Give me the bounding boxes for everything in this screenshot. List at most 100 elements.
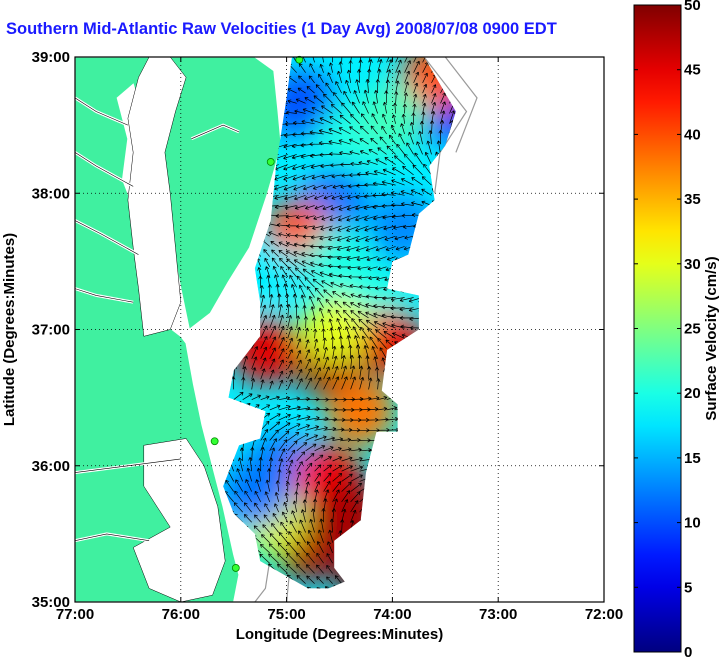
velocity-arrow-104 <box>260 543 270 554</box>
velocity-arrow-331 <box>287 449 296 462</box>
velocity-arrow-816 <box>367 266 378 271</box>
velocity-arrow-1013 <box>340 184 351 189</box>
velocity-arrow-556 <box>287 360 293 370</box>
velocity-arrow-1287 <box>338 61 343 73</box>
velocity-arrow-908 <box>295 224 306 229</box>
y-axis-label: Latitude (Degrees:Minutes) <box>1 233 18 426</box>
velocity-arrow-251 <box>235 479 244 492</box>
velocity-arrow-384 <box>314 435 327 441</box>
velocity-arrow-254 <box>265 479 271 492</box>
velocity-arrow-661 <box>328 318 333 329</box>
velocity-arrow-81 <box>277 553 288 564</box>
velocity-arrow-911 <box>320 225 333 231</box>
velocity-arrow-1144 <box>400 123 405 135</box>
velocity-arrow-178 <box>254 514 261 523</box>
velocity-arrow-84 <box>306 552 315 564</box>
heat-sample-21 <box>300 295 369 364</box>
velocity-arrow-1142 <box>381 125 387 135</box>
velocity-arrow-383 <box>305 434 318 441</box>
velocity-arrow-429 <box>269 413 281 421</box>
velocity-arrow-36 <box>326 576 333 584</box>
velocity-arrow-986 <box>323 194 333 200</box>
velocity-arrow-1284 <box>309 63 315 73</box>
velocity-arrow-639 <box>352 326 360 339</box>
velocity-arrow-1294 <box>404 60 411 73</box>
velocity-arrow-1084 <box>300 154 315 159</box>
velocity-arrow-910 <box>312 225 324 231</box>
velocity-arrow-1169 <box>401 113 406 124</box>
velocity-arrow-282 <box>296 471 302 482</box>
velocity-arrow-534 <box>314 367 321 380</box>
velocity-arrow-961 <box>322 205 333 211</box>
velocity-arrow-255 <box>275 480 280 492</box>
velocity-arrow-1068 <box>384 157 396 165</box>
colorbar-tick-label-2: 10 <box>684 515 701 532</box>
velocity-arrow-404 <box>269 421 281 431</box>
velocity-arrow-456 <box>287 405 301 411</box>
velocity-arrow-784 <box>302 268 315 278</box>
velocity-arrow-1184 <box>302 108 315 114</box>
velocity-arrow-1293 <box>395 59 402 73</box>
velocity-arrow-1186 <box>321 105 333 114</box>
velocity-arrow-307 <box>296 461 303 472</box>
velocity-arrow-183 <box>300 509 306 523</box>
velocity-arrow-617 <box>377 337 387 349</box>
river-edge-3 <box>75 97 129 126</box>
velocity-arrow-262 <box>341 481 352 492</box>
velocity-arrow-1089 <box>349 150 360 155</box>
velocity-arrow-855 <box>270 240 279 247</box>
velocity-arrow-1292 <box>386 59 393 73</box>
velocity-arrow-710 <box>317 297 324 308</box>
velocity-arrow-1038 <box>341 173 351 178</box>
velocity-arrow-580 <box>278 348 285 359</box>
velocity-arrow-964 <box>346 205 360 211</box>
x-tick-label-3: 74:00 <box>373 606 411 623</box>
velocity-arrow-1164 <box>350 113 360 125</box>
velocity-arrow-1061 <box>320 164 333 169</box>
velocity-arrow-159 <box>309 518 315 533</box>
velocity-arrow-382 <box>296 433 309 441</box>
velocity-arrow-866 <box>365 246 378 252</box>
velocity-arrow-912 <box>328 225 342 232</box>
velocity-arrow-1020 <box>401 178 414 186</box>
velocity-arrow-158 <box>299 519 306 533</box>
velocity-arrow-1291 <box>377 59 383 73</box>
velocity-arrow-338 <box>350 456 363 462</box>
velocity-arrow-1058 <box>292 164 306 171</box>
velocity-arrow-656 <box>287 314 293 329</box>
velocity-arrow-181 <box>281 511 289 523</box>
velocity-arrow-211 <box>332 498 338 513</box>
velocity-arrow-736 <box>323 289 333 298</box>
velocity-arrow-385 <box>323 436 336 441</box>
velocity-arrow-1295 <box>413 60 420 73</box>
velocity-arrow-957 <box>284 205 297 210</box>
velocity-arrow-1046 <box>412 164 423 176</box>
velocity-arrow-1010 <box>312 184 324 190</box>
velocity-arrow-689 <box>350 310 360 319</box>
velocity-arrow-502 <box>250 378 256 390</box>
velocity-arrow-920 <box>402 224 414 230</box>
velocity-arrow-1041 <box>365 171 378 176</box>
velocity-arrow-333 <box>305 453 315 462</box>
velocity-arrow-1237 <box>335 81 342 94</box>
velocity-arrow-10 <box>316 587 324 589</box>
velocity-arrow-1211 <box>323 93 333 104</box>
velocity-arrow-815 <box>357 266 369 271</box>
velocity-arrow-983 <box>294 194 306 201</box>
velocity-arrow-560 <box>323 356 329 370</box>
velocity-arrow-591 <box>371 346 378 359</box>
velocity-arrow-253 <box>255 479 262 492</box>
y-tick-label-3: 38:00 <box>32 185 70 202</box>
velocity-arrow-287 <box>341 473 353 482</box>
velocity-arrow-1059 <box>301 164 315 170</box>
y-tick-label-4: 39:00 <box>32 49 70 66</box>
velocity-arrow-887 <box>328 235 342 242</box>
x-tick-label-1: 76:00 <box>162 606 200 623</box>
velocity-arrow-807 <box>286 258 297 268</box>
velocity-arrow-962 <box>330 205 342 211</box>
velocity-arrow-893 <box>384 235 396 241</box>
velocity-arrow-263 <box>350 482 363 492</box>
velocity-arrow-1235 <box>315 84 324 94</box>
velocity-arrow-1317 <box>386 57 393 63</box>
